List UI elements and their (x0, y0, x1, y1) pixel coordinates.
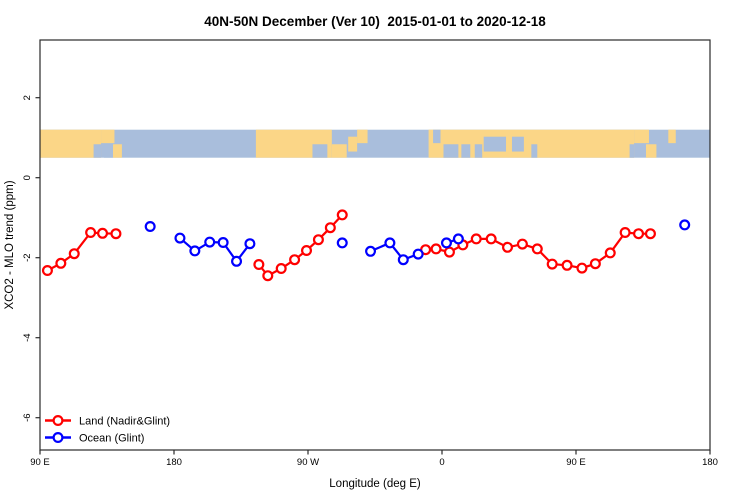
ocean-series-point (336, 237, 348, 249)
legend-ocean-label: Ocean (Glint) (79, 433, 144, 445)
land-series-point (604, 247, 616, 259)
land-series-point (470, 233, 482, 245)
land-series-point (336, 209, 348, 221)
y-tick-label: 2 (22, 95, 33, 100)
map-land-segment (40, 129, 102, 158)
legend-ocean-marker-icon (52, 432, 64, 444)
land-series-point (68, 248, 80, 260)
map-ocean-patch (531, 144, 538, 158)
land-series-point (633, 228, 645, 240)
land-series-point (502, 241, 514, 253)
ocean-series-point (397, 254, 409, 266)
map-ocean-patch (443, 144, 459, 158)
y-tick-label: -6 (22, 413, 33, 421)
legend-item-land: Land (Nadir&Glint) (45, 415, 170, 428)
land-series-point (312, 234, 324, 246)
ocean-series-point (144, 221, 156, 233)
map-ocean-patch (312, 144, 328, 158)
land-series-point (55, 257, 67, 269)
map-ocean-patch (433, 129, 441, 144)
land-series-point (97, 227, 109, 239)
land-series-point (485, 233, 497, 245)
map-land-segment (348, 136, 358, 152)
ocean-series-point (452, 233, 464, 245)
ocean-series-point (679, 219, 691, 231)
land-series-point (110, 228, 122, 240)
land-series-point (546, 258, 558, 270)
x-tick-label: 90 E (30, 457, 50, 468)
data-series (41, 209, 691, 282)
land-series-point (301, 245, 313, 257)
map-land-segment (101, 129, 115, 144)
land-series-point (85, 227, 97, 239)
legend-land-marker-icon (52, 415, 64, 427)
land-series-point (41, 265, 53, 277)
map-ocean-patch (461, 144, 471, 158)
ocean-series-point (174, 232, 186, 244)
legend: Land (Nadir&Glint) Ocean (Glint) (45, 415, 170, 445)
map-land-segment (668, 129, 676, 144)
y-axis-label: XCO2 - MLO trend (ppm) (4, 180, 16, 309)
x-tick-label: 90 E (566, 457, 586, 468)
map-ocean-patch (104, 144, 113, 158)
plot-title: 40N-50N December (Ver 10) 2015-01-01 to … (204, 14, 546, 29)
land-series-point (531, 243, 543, 255)
x-tick-label: 180 (166, 457, 182, 468)
legend-item-ocean: Ocean (Glint) (45, 432, 144, 445)
ocean-series-point (244, 238, 256, 250)
map-land-segment (645, 144, 657, 158)
x-tick-label: 0 (439, 457, 444, 468)
ocean-series-point (384, 237, 396, 249)
map-land-segment (357, 129, 368, 144)
map-land-segment (112, 144, 122, 158)
ocean-series-point (204, 236, 216, 248)
legend-land-label: Land (Nadir&Glint) (79, 416, 170, 428)
axis-ticks: 90 E 180 90 W 0 90 E 180 2 0 -2 -4 -6 (22, 95, 718, 468)
map-ocean-patch (93, 144, 102, 158)
land-series-point (275, 263, 287, 275)
map-ocean-patch (511, 136, 524, 152)
y-tick-label: 0 (22, 175, 33, 180)
land-series-point (619, 227, 631, 239)
y-tick-label: -2 (22, 253, 33, 261)
ocean-series-line (370, 241, 419, 262)
world-map-band (40, 129, 710, 158)
land-series-point (262, 270, 274, 282)
map-ocean-patch (629, 144, 635, 158)
land-series-point (644, 228, 656, 240)
y-tick-label: -4 (22, 333, 33, 341)
land-series-point (561, 259, 573, 271)
x-tick-label: 180 (702, 457, 718, 468)
map-ocean-patch (483, 136, 507, 152)
map-ocean-patch (474, 144, 483, 158)
land-series-point (576, 262, 588, 274)
ocean-series-point (189, 245, 201, 257)
land-series-point (324, 222, 336, 234)
ocean-series-point (412, 248, 424, 260)
land-series-point (289, 254, 301, 266)
ocean-series-point (231, 255, 243, 267)
x-axis-label: Longitude (deg E) (329, 478, 421, 490)
ocean-series-point (365, 245, 377, 257)
x-tick-label: 90 W (297, 457, 319, 468)
ocean-series-point (440, 237, 452, 249)
map-land-segment (331, 144, 347, 158)
land-series-point (430, 243, 442, 255)
plot-box (39, 39, 711, 451)
ocean-series-point (217, 237, 229, 249)
land-series-point (589, 258, 601, 270)
map-land-segment (634, 129, 649, 144)
land-series-point (516, 238, 528, 250)
land-series-point (253, 259, 265, 271)
land-series-point (443, 246, 455, 258)
